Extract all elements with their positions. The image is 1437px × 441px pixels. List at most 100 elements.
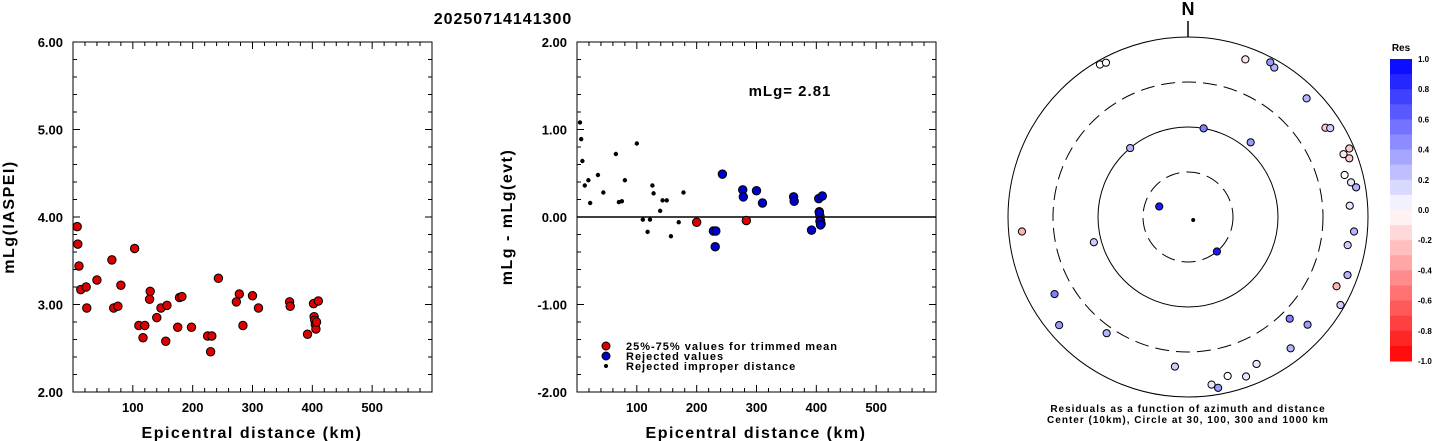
data-point bbox=[186, 322, 197, 332]
data-point bbox=[580, 158, 585, 164]
data-point bbox=[247, 291, 258, 301]
colorbar-band bbox=[1390, 104, 1412, 120]
station-point bbox=[1223, 371, 1232, 381]
station-point bbox=[1252, 359, 1261, 369]
data-point bbox=[107, 255, 117, 265]
station-point bbox=[1343, 241, 1352, 250]
colorbar-band bbox=[1390, 270, 1412, 286]
data-point bbox=[81, 282, 91, 292]
station-point bbox=[1199, 124, 1208, 133]
station-point bbox=[1345, 201, 1354, 210]
legend-marker-improper-distance bbox=[604, 364, 608, 368]
data-point bbox=[582, 183, 587, 188]
data-point bbox=[814, 207, 825, 218]
station-point bbox=[1207, 380, 1216, 389]
data-point bbox=[640, 217, 646, 222]
figure-title: 20250714141300 bbox=[434, 11, 573, 28]
data-point bbox=[74, 261, 84, 271]
data-point bbox=[311, 317, 322, 327]
data-point bbox=[577, 120, 583, 125]
data-point bbox=[140, 320, 150, 331]
station-point bbox=[1326, 124, 1335, 133]
legend-label-rejected-values: Rejected values bbox=[626, 351, 724, 363]
colorbar-band bbox=[1390, 255, 1412, 271]
data-point bbox=[129, 243, 140, 254]
colorbar-band bbox=[1390, 179, 1412, 196]
colorbar-tick-label: 0.6 bbox=[1418, 115, 1430, 124]
x-tick-label: 500 bbox=[361, 400, 383, 415]
mlg-annotation: mLg= 2.81 bbox=[749, 83, 832, 100]
y-tick-label: 3.00 bbox=[38, 298, 63, 313]
station-point bbox=[1212, 247, 1222, 256]
y-tick-label: 6.00 bbox=[38, 35, 63, 50]
y-axis-label: mLg - mLg(evt) bbox=[499, 149, 516, 286]
station-point bbox=[1241, 372, 1251, 381]
data-point bbox=[116, 280, 126, 290]
data-point bbox=[72, 221, 82, 232]
y-tick-label: 2.00 bbox=[38, 385, 63, 400]
colorbar-band bbox=[1390, 240, 1412, 256]
station-point bbox=[1340, 170, 1349, 180]
station-point bbox=[1101, 58, 1111, 67]
colorbar-band bbox=[1390, 345, 1412, 362]
data-point bbox=[144, 294, 155, 304]
colorbar-band bbox=[1390, 285, 1412, 302]
data-point bbox=[741, 215, 752, 226]
data-point bbox=[645, 229, 650, 235]
colorbar-tick-label: -0.2 bbox=[1418, 236, 1432, 245]
data-point bbox=[619, 199, 625, 204]
data-point bbox=[622, 178, 628, 183]
data-point bbox=[152, 312, 162, 323]
colorbar-tick-label: -0.4 bbox=[1418, 266, 1432, 275]
station-point bbox=[1336, 300, 1345, 310]
data-point bbox=[601, 190, 606, 195]
station-point bbox=[1089, 238, 1098, 247]
data-point bbox=[657, 208, 663, 214]
data-point bbox=[162, 300, 172, 311]
colorbar-band bbox=[1390, 59, 1412, 75]
y-tick-label: 0.00 bbox=[542, 210, 567, 225]
data-point bbox=[676, 220, 681, 225]
range-circle-30km bbox=[1142, 171, 1234, 263]
station-point bbox=[1266, 58, 1275, 67]
y-tick-label: -1.00 bbox=[537, 298, 567, 313]
x-tick-label: 300 bbox=[746, 400, 768, 415]
data-point bbox=[138, 333, 148, 343]
colorbar-tick-label: 0.8 bbox=[1418, 85, 1430, 94]
legend-marker-trimmed-mean bbox=[601, 341, 611, 351]
colorbar-tick-label: 0.2 bbox=[1418, 176, 1430, 185]
station-point bbox=[1285, 314, 1294, 323]
station-point bbox=[1352, 183, 1361, 192]
station-point bbox=[1332, 282, 1341, 291]
data-point bbox=[177, 291, 187, 302]
data-point bbox=[681, 190, 686, 195]
data-point bbox=[710, 242, 720, 252]
data-point bbox=[651, 191, 656, 196]
data-point bbox=[173, 322, 183, 332]
range-circle-1000km bbox=[1007, 36, 1369, 398]
colorbar-tick-label: -1.0 bbox=[1418, 357, 1432, 366]
station-point bbox=[1017, 227, 1027, 236]
colorbar-band bbox=[1390, 89, 1412, 105]
x-tick-label: 400 bbox=[301, 400, 323, 415]
colorbar-band bbox=[1390, 330, 1412, 347]
data-point bbox=[73, 239, 83, 249]
data-point bbox=[113, 301, 123, 311]
station-point bbox=[1303, 320, 1312, 329]
station-point bbox=[1286, 344, 1295, 353]
data-point bbox=[717, 169, 728, 179]
station-point bbox=[1214, 383, 1223, 392]
station-point bbox=[1191, 218, 1196, 222]
station-point bbox=[1055, 321, 1064, 330]
data-point bbox=[207, 331, 217, 341]
colorbar-tick-label: -0.8 bbox=[1418, 327, 1432, 336]
data-point bbox=[691, 217, 702, 227]
data-point bbox=[285, 301, 295, 311]
data-point bbox=[817, 191, 828, 201]
data-point bbox=[302, 329, 313, 339]
y-tick-label: 1.00 bbox=[542, 123, 567, 138]
mlg-vs-distance-chart: Epicentral distance (km) mLg(IASPEI) 2.0… bbox=[1, 35, 433, 441]
data-point bbox=[586, 178, 591, 183]
data-point bbox=[751, 186, 762, 196]
